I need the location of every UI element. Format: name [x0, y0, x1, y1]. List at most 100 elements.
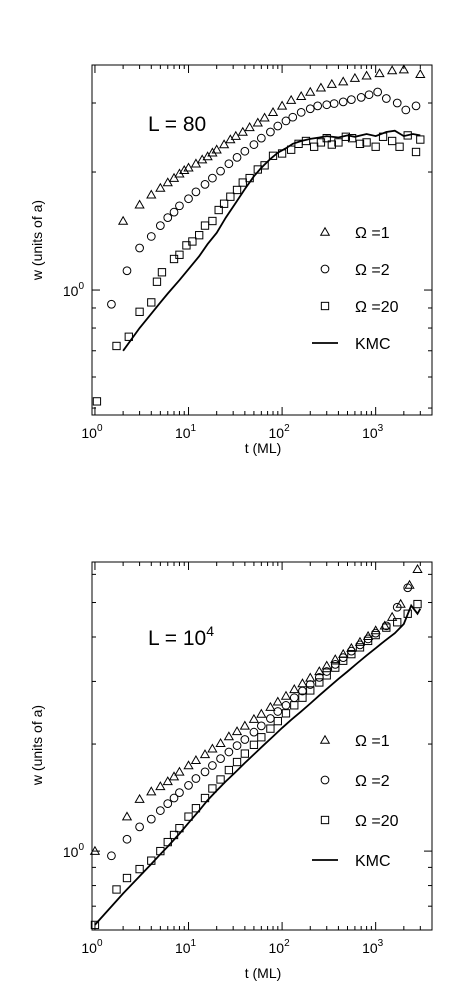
data-point-triangle [256, 708, 267, 718]
data-point-circle [256, 133, 266, 143]
data-point-square [195, 231, 204, 240]
data-point-square [208, 216, 217, 226]
x-tick-label: 102 [269, 938, 291, 956]
data-point-circle [224, 159, 234, 169]
data-point-triangle [237, 126, 248, 136]
data-point-circle [329, 99, 339, 108]
data-point-circle [232, 152, 242, 162]
data-point-triangle [179, 165, 190, 175]
data-point-circle [175, 788, 184, 798]
data-point-triangle [134, 199, 145, 209]
data-point-square [249, 740, 259, 749]
data-point-square [147, 298, 156, 307]
data-point-circle [249, 140, 259, 149]
data-point-square [316, 138, 326, 147]
data-point-circle [175, 201, 184, 211]
x-tick-label: 101 [175, 423, 197, 441]
data-point-circle [240, 735, 250, 744]
x-tick-label-exponent: 0 [97, 423, 103, 434]
y-tick-label: 100 [63, 281, 85, 299]
data-point-triangle [162, 776, 173, 786]
data-point-triangle [398, 64, 409, 74]
data-point-square [315, 678, 324, 687]
data-point-circle [305, 104, 315, 114]
data-point-square [355, 139, 365, 148]
data-point-square [363, 636, 373, 646]
legend-label: Ω =20 [355, 299, 399, 316]
data-point-triangle [146, 786, 157, 796]
data-point-square [122, 873, 132, 883]
x-tick-label: 100 [81, 938, 103, 956]
data-point-circle [381, 94, 391, 103]
data-point-square [240, 749, 250, 758]
data-point-square [371, 630, 380, 640]
data-point-triangle [349, 72, 361, 82]
data-point-circle [281, 700, 291, 710]
data-point-triangle [386, 65, 398, 75]
data-point-square [395, 142, 404, 151]
data-point-triangle [215, 737, 226, 747]
data-point-triangle [374, 68, 385, 78]
data-point-square [413, 599, 422, 609]
legend-swatch-triangle [319, 734, 331, 744]
data-point-circle [200, 180, 210, 189]
x-tick-label-exponent: 2 [284, 423, 290, 434]
data-point-triangle [197, 154, 208, 164]
data-point-triangle [183, 760, 194, 770]
data-point-circle [381, 621, 391, 631]
data-point-triangle [296, 91, 307, 101]
data-point-triangle [404, 579, 415, 589]
y-tick-label: 100 [63, 842, 85, 860]
data-point-circle [163, 213, 173, 223]
data-point-triangle [305, 672, 316, 682]
data-point-triangle [289, 684, 300, 694]
data-point-square [322, 134, 331, 143]
data-point-triangle [362, 630, 374, 640]
data-point-square [298, 693, 307, 702]
data-point-circle [224, 747, 234, 757]
data-point-circle [273, 121, 283, 131]
data-point-square [152, 277, 162, 286]
data-point-triangle [259, 112, 270, 122]
data-point-square [208, 784, 217, 793]
x-tick-label-base: 10 [362, 425, 378, 441]
data-point-triangle [326, 78, 337, 88]
y-tick-label-base: 10 [63, 283, 79, 299]
data-point-triangle [218, 139, 230, 149]
data-point-circle [256, 721, 266, 731]
data-point-square [92, 397, 102, 406]
data-point-square [238, 178, 247, 187]
data-point-square [112, 341, 121, 351]
data-point-square [331, 663, 340, 672]
data-point-circle [135, 243, 144, 253]
data-point-circle [363, 634, 373, 644]
panel-annotation-base: L = 10 [148, 627, 206, 650]
data-point-square [322, 671, 331, 680]
data-point-square [355, 643, 365, 652]
legend-label: Ω =20 [355, 813, 399, 830]
data-point-square [232, 185, 242, 195]
data-point-circle [216, 754, 225, 763]
data-point-triangle [276, 100, 288, 110]
y-tick-label-exponent: 0 [78, 842, 84, 853]
data-point-square [112, 885, 121, 894]
data-point-triangle [239, 720, 251, 730]
data-marks [89, 563, 423, 930]
data-point-circle [184, 781, 193, 790]
data-point-square [257, 733, 266, 742]
data-point-circle [288, 112, 298, 122]
data-point-circle [135, 822, 144, 832]
data-point-circle [281, 116, 291, 126]
data-point-triangle [315, 82, 327, 92]
data-point-triangle [285, 94, 297, 104]
data-point-triangle [121, 811, 133, 821]
data-point-circle [411, 101, 421, 111]
data-point-triangle [155, 781, 166, 791]
data-point-triangle [305, 86, 316, 96]
x-tick-label-base: 10 [81, 425, 97, 441]
data-point-circle [169, 207, 179, 217]
data-point-square [216, 775, 225, 784]
data-point-triangle [265, 701, 276, 711]
